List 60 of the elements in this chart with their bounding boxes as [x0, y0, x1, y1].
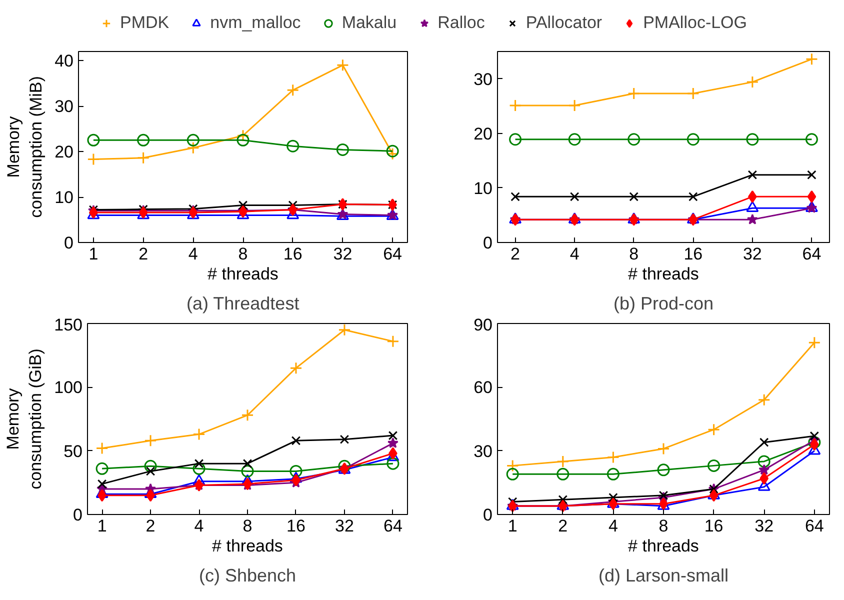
x-tick-label: 2 — [558, 516, 568, 536]
x-tick-label: 1 — [88, 244, 98, 264]
x-tick-label: 16 — [704, 516, 724, 536]
y-tick-label: 30 — [474, 442, 493, 461]
x-tick-label: 32 — [742, 244, 762, 264]
x-tick-label: 2 — [138, 244, 148, 264]
x-tick-label: 64 — [384, 516, 402, 536]
x-tick-label: 8 — [238, 244, 248, 264]
legend-label: PMAlloc-LOG — [643, 13, 748, 33]
x-tick-label: 64 — [383, 244, 402, 264]
x-tick-label: 4 — [570, 244, 580, 264]
x-tick-label: 16 — [684, 244, 703, 264]
x-tick-label: 8 — [658, 516, 668, 536]
y-tick-label: 0 — [483, 234, 493, 252]
x-tick-label: 4 — [608, 516, 618, 536]
y-tick-label: 0 — [64, 234, 74, 252]
y-tick-label: 150 — [54, 316, 83, 334]
y-tick-label: 0 — [483, 506, 493, 524]
text: (c) Shbench — [198, 566, 296, 586]
x-tick-label: 8 — [629, 244, 639, 264]
text: (a) Threadtest — [186, 294, 300, 314]
x-tick-label: 4 — [194, 516, 204, 536]
x-tick-label: 8 — [242, 516, 252, 536]
legend-label: nvm_malloc — [210, 13, 301, 33]
legend-label: Makalu — [342, 13, 397, 33]
x-tick-label: 32 — [335, 516, 354, 536]
y-tick-label: 20 — [54, 142, 74, 162]
x-tick-label: 16 — [286, 516, 306, 536]
x-tick-label: 16 — [283, 244, 302, 264]
x-axis-title: # threads — [208, 264, 278, 284]
text: (b) Prod-con — [613, 294, 714, 314]
y-tick-label: 40 — [54, 52, 74, 71]
y-tick-label: 10 — [474, 178, 493, 198]
y-tick-label: 20 — [474, 124, 493, 144]
y-tick-label: 90 — [474, 316, 493, 334]
legend-label: Ralloc — [438, 13, 485, 33]
x-tick-label: 32 — [754, 516, 774, 536]
x-axis-title: # threads — [212, 536, 283, 556]
x-axis-title: # threads — [628, 536, 699, 556]
y-axis-title: Memory consumption (MiB) — [4, 76, 46, 218]
y-tick-label: 30 — [54, 97, 74, 116]
x-tick-label: 32 — [333, 244, 352, 264]
y-tick-label: 100 — [54, 378, 83, 398]
x-tick-label: 2 — [146, 516, 156, 536]
x-tick-label: 2 — [510, 244, 520, 264]
x-axis-title: # threads — [628, 264, 699, 284]
y-tick-label: 30 — [474, 70, 493, 89]
x-tick-label: 1 — [97, 516, 107, 536]
x-tick-label: 64 — [804, 516, 824, 536]
y-tick-label: 60 — [474, 378, 493, 398]
y-tick-label: 10 — [54, 188, 74, 208]
x-tick-label: 64 — [802, 244, 822, 264]
y-tick-label: 0 — [73, 506, 83, 524]
legend-label: PMDK — [120, 13, 170, 33]
y-tick-label: 50 — [64, 442, 83, 461]
text: (d) Larson-small — [598, 566, 729, 586]
x-tick-label: 4 — [188, 244, 198, 264]
y-axis-title: Memory consumption (GiB) — [3, 348, 46, 490]
x-tick-label: 1 — [508, 516, 518, 536]
legend-label: PAllocator — [526, 13, 602, 33]
